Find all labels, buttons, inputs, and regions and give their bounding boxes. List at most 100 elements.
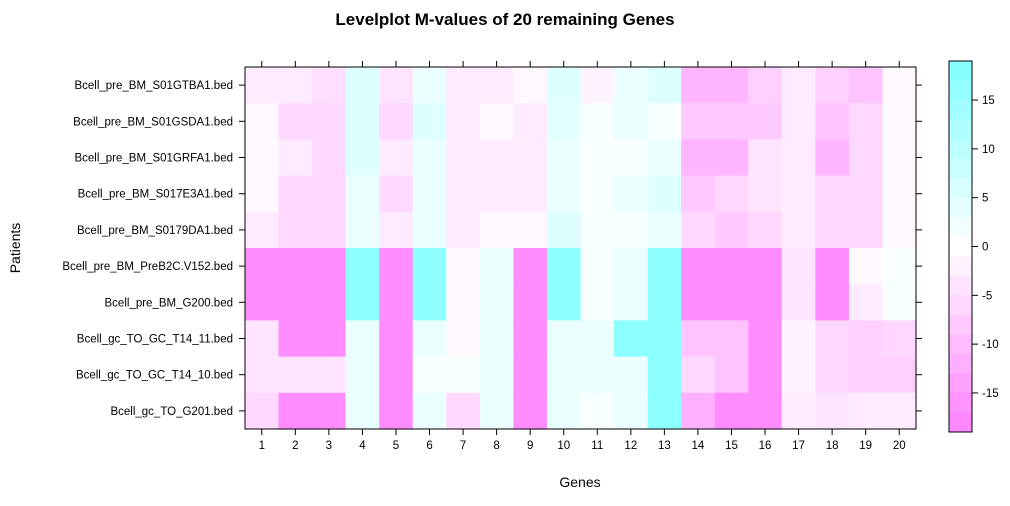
heatmap-cell (580, 211, 615, 249)
x-tick-label: 5 (393, 440, 399, 452)
heatmap-cell (312, 248, 347, 285)
heatmap-cell (513, 67, 548, 104)
heatmap-cell (748, 356, 783, 394)
heatmap-cell (379, 67, 414, 104)
heatmap-cell (781, 248, 816, 285)
heatmap-cell (848, 356, 884, 394)
colorbar-band (949, 139, 972, 160)
heatmap-cell (815, 67, 850, 104)
heatmap-cell (815, 356, 850, 394)
heatmap-cell (882, 248, 917, 285)
heatmap-cell (614, 139, 649, 177)
heatmap-cell (714, 284, 749, 321)
x-tick-label: 16 (759, 440, 772, 452)
heatmap-cell (614, 392, 649, 430)
y-axis: Bcell_pre_BM_S01GTBA1.bed Bcell_pre_BM_S0… (62, 80, 922, 418)
heatmap-cell (546, 248, 582, 285)
x-tick-label: 18 (826, 440, 839, 452)
colorbar-band (949, 178, 972, 199)
heatmap-cell (848, 248, 884, 285)
x-tick-label: 11 (591, 440, 603, 452)
heatmap-cell (647, 175, 682, 213)
heatmap-cell (647, 320, 682, 358)
heatmap-cell (647, 284, 682, 321)
heatmap-cell (882, 67, 917, 104)
heatmap-cell (379, 320, 414, 358)
heatmap-cell (815, 320, 850, 358)
heatmap-cell (278, 139, 313, 177)
heatmap-cell (748, 103, 783, 140)
heatmap-cell (546, 211, 582, 249)
colorbar-tick-label: 10 (982, 144, 995, 156)
chart-title: Levelplot M-values of 20 remaining Genes (335, 10, 674, 29)
heatmap-cell (345, 392, 380, 430)
heatmap-cell (312, 139, 347, 177)
heatmap-cell (546, 284, 582, 321)
heatmap-cell (278, 284, 313, 321)
heatmap-cell (379, 356, 414, 394)
colorbar-band (949, 334, 972, 355)
colorbar-band (949, 119, 972, 140)
x-tick-label: 1 (259, 440, 265, 452)
heatmap-cell (245, 67, 280, 104)
heatmap-cell (681, 139, 716, 177)
heatmap-cell (748, 320, 783, 358)
heatmap-cell (379, 392, 414, 430)
heatmap-cell (245, 175, 280, 213)
colorbar-tick-label: 0 (982, 242, 988, 254)
heatmap-cell (781, 175, 816, 213)
x-tick-label: 10 (557, 440, 570, 452)
heatmap-cell (546, 392, 582, 430)
heatmap-cell (513, 320, 548, 358)
colorbar-tick-label: 5 (982, 193, 988, 205)
heatmap-cell (412, 67, 447, 104)
heatmap-cell (446, 248, 481, 285)
heatmap-cell (781, 356, 816, 394)
heatmap-cell (714, 67, 749, 104)
x-axis: 1 2 3 4 5 6 7 8 9 10 11 12 13 14 15 16 17 18 19 20 (259, 61, 906, 452)
heatmap-cell (614, 175, 649, 213)
heatmap-cell (412, 356, 447, 394)
colorbar-band (949, 158, 972, 179)
heatmap-cell (781, 284, 816, 321)
heatmap-cell (815, 248, 850, 285)
heatmap-cell (748, 248, 783, 285)
heatmap-cell (513, 175, 548, 213)
heatmap-cell (546, 103, 582, 140)
heatmap-cell (513, 103, 548, 140)
heatmap-cell (278, 392, 313, 430)
heatmap-cell (379, 175, 414, 213)
heatmap-cell (479, 284, 514, 321)
heatmap-cell (681, 248, 716, 285)
heatmap-cell (312, 211, 347, 249)
heatmap-cell (781, 392, 816, 430)
x-tick-label: 7 (460, 440, 466, 452)
y-tick-label: Bcell_gc_TO_GC_T14_11.bed (77, 334, 233, 346)
heatmap-cell (714, 392, 749, 430)
x-tick-label: 15 (725, 440, 738, 452)
heatmap-cell (748, 392, 783, 430)
heatmap-cell (379, 139, 414, 177)
plot-frame (244, 66, 917, 430)
heatmap-cell (479, 139, 514, 177)
heatmap-cell (345, 248, 380, 285)
heatmap-cell (345, 356, 380, 394)
heatmap-cell (681, 284, 716, 321)
heatmap-cells (245, 67, 917, 430)
heatmap-cell (446, 103, 481, 140)
x-tick-label: 4 (359, 440, 366, 452)
colorbar-band (949, 80, 972, 101)
heatmap-cell (278, 356, 313, 394)
heatmap-cell (714, 139, 749, 177)
heatmap-cell (446, 211, 481, 249)
heatmap-cell (278, 175, 313, 213)
heatmap-cell (345, 284, 380, 321)
heatmap-cell (513, 392, 548, 430)
y-tick-label: Bcell_pre_BM_S01GRFA1.bed (74, 153, 233, 165)
heatmap-cell (614, 356, 649, 394)
heatmap-cell (412, 211, 447, 249)
heatmap-cell (848, 67, 884, 104)
heatmap-cell (245, 103, 280, 140)
heatmap-cell (278, 211, 313, 249)
heatmap-cell (681, 103, 716, 140)
